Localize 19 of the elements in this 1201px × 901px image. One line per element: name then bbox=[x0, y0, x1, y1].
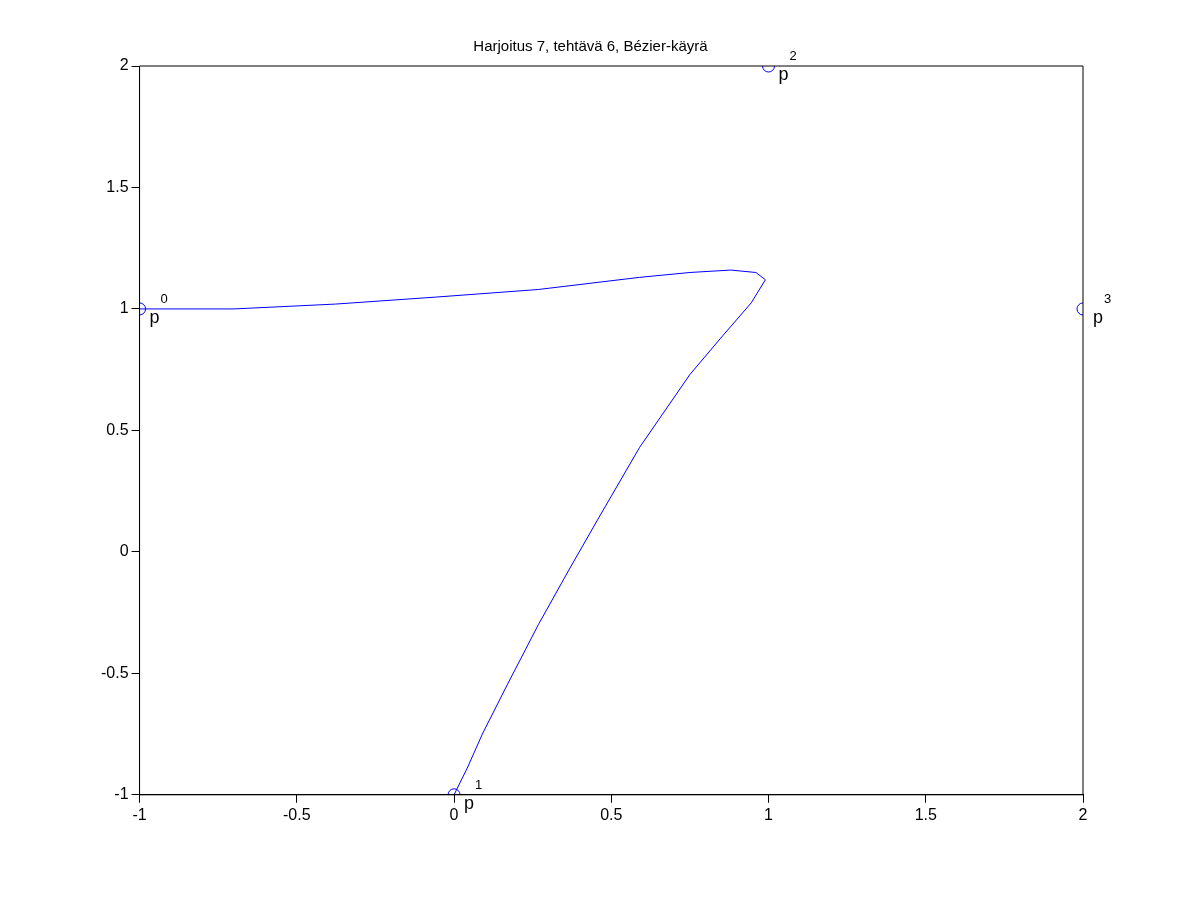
chart-title: Harjoitus 7, tehtävä 6, Bézier-käyrä bbox=[473, 37, 709, 55]
x-tick-label: -1 bbox=[132, 805, 147, 823]
y-tick-label: 1.5 bbox=[106, 177, 129, 195]
x-tick-label: -0.5 bbox=[283, 805, 311, 823]
x-tick-label: 1 bbox=[764, 805, 774, 823]
annotation: p3 bbox=[1093, 290, 1112, 327]
y-tick-label: -0.5 bbox=[100, 663, 129, 681]
y-tick-label: 2 bbox=[119, 56, 129, 74]
annotation: p0 bbox=[149, 290, 168, 327]
x-tick-label: 0 bbox=[449, 805, 459, 823]
x-tick-label: 2 bbox=[1078, 805, 1088, 823]
annotation: p2 bbox=[778, 48, 797, 84]
y-tick-label: 0 bbox=[119, 542, 129, 560]
x-tick-label: 1.5 bbox=[914, 805, 937, 823]
annotation: p1 bbox=[464, 776, 483, 813]
y-tick-label: 0.5 bbox=[106, 420, 129, 438]
y-tick-label: 1 bbox=[119, 299, 129, 317]
y-tick-label: -1 bbox=[114, 785, 129, 803]
x-tick-label: 0.5 bbox=[600, 805, 623, 823]
